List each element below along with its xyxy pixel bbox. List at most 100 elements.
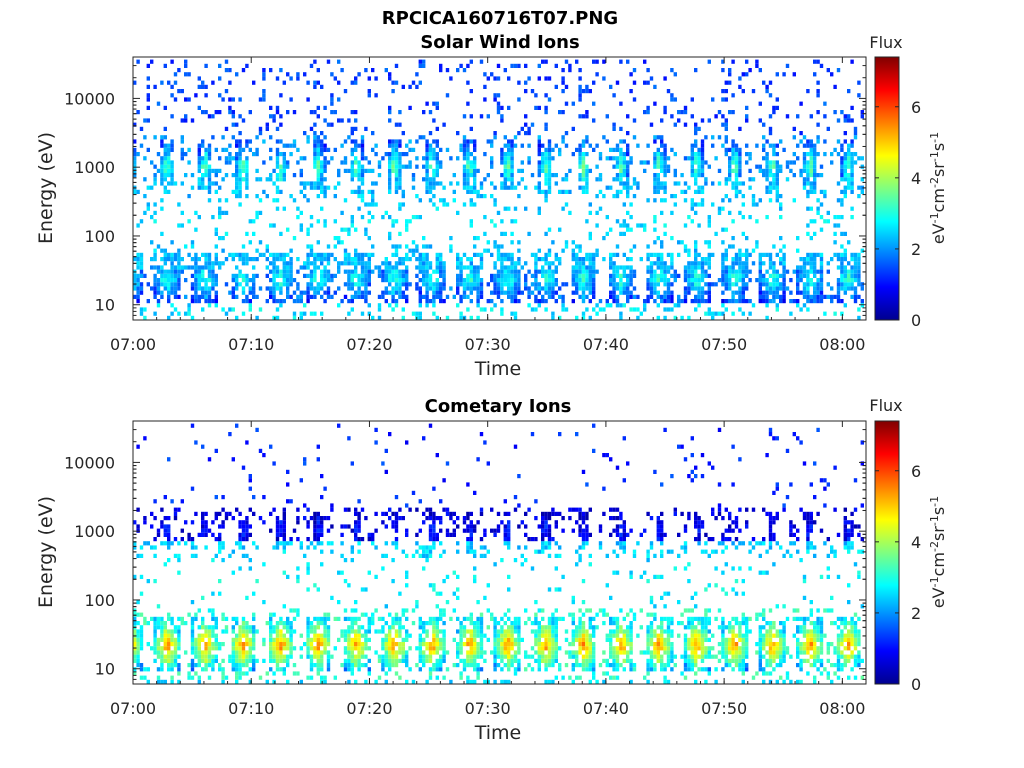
heat-cell <box>371 315 375 320</box>
heat-cell <box>170 269 174 274</box>
heat-cell <box>493 93 497 98</box>
heat-cell <box>700 273 705 278</box>
heat-cell <box>731 236 735 241</box>
heat-cell <box>150 215 154 220</box>
heat-cell <box>156 625 161 630</box>
heat-cell <box>326 642 331 647</box>
heat-cell <box>717 206 722 211</box>
heat-cell <box>337 173 341 178</box>
heat-cell <box>360 261 365 266</box>
heat-cell <box>309 248 314 253</box>
heat-cell <box>405 637 409 642</box>
heat-cell <box>374 143 378 148</box>
heat-cell <box>415 604 419 609</box>
heat-cell <box>768 185 773 190</box>
heat-cell <box>173 516 178 521</box>
heat-cell <box>357 537 361 542</box>
heat-cell <box>299 173 303 178</box>
heat-cell <box>432 299 436 304</box>
heat-cell <box>207 261 212 266</box>
heat-cell <box>197 294 201 299</box>
heat-cell <box>541 59 545 64</box>
heat-cell <box>428 189 433 194</box>
heat-cell <box>779 194 783 199</box>
heat-cell <box>653 139 657 144</box>
heat-cell <box>462 143 467 148</box>
heat-cell <box>524 286 528 291</box>
heat-cell <box>262 642 266 647</box>
heat-cell <box>439 286 443 291</box>
heat-cell <box>782 278 786 283</box>
heat-cell <box>513 185 518 190</box>
heat-cell <box>626 194 630 199</box>
heat-cell <box>411 240 416 245</box>
heat-cell <box>241 147 246 152</box>
heat-cell <box>724 265 728 270</box>
heat-cell <box>170 240 174 245</box>
heat-cell <box>194 299 198 304</box>
heat-cell <box>170 629 174 634</box>
heat-cell <box>218 76 222 81</box>
heat-cell <box>275 206 280 211</box>
heat-cell <box>248 139 252 144</box>
heat-cell <box>394 122 399 127</box>
heat-cell <box>469 202 473 207</box>
heat-cell <box>405 273 409 278</box>
heat-cell <box>816 135 820 140</box>
heat-cell <box>320 286 324 291</box>
heat-cell <box>585 286 589 291</box>
panel-solar-wind-ions: Solar Wind Ions 07:00 07:10 07:20 07:30 07:4… <box>35 32 948 380</box>
heat-cell <box>768 131 773 136</box>
heat-cell <box>425 168 429 173</box>
heat-cell <box>578 278 582 283</box>
heat-cell <box>286 541 290 546</box>
heat-cell <box>666 290 671 295</box>
heat-cell <box>796 273 800 278</box>
heat-cell <box>265 671 269 676</box>
heat-cell <box>585 265 589 270</box>
heat-cell <box>340 160 344 165</box>
heat-cell <box>170 679 174 684</box>
heat-cell <box>286 642 290 647</box>
heat-cell <box>289 625 293 630</box>
heat-cell <box>309 541 314 546</box>
heat-cell <box>578 68 582 73</box>
heat-cell <box>204 257 208 262</box>
heat-cell <box>218 545 222 550</box>
heat-cell <box>136 265 140 270</box>
heat-cell <box>177 202 181 207</box>
heat-cell <box>272 612 276 617</box>
heat-cell <box>731 185 735 190</box>
heat-cell <box>779 236 783 241</box>
heat-cell <box>289 269 293 274</box>
heat-cell <box>500 147 504 152</box>
heat-cell <box>201 252 205 257</box>
heat-cell <box>408 257 412 262</box>
heat-cell <box>347 252 351 257</box>
heat-cell <box>602 194 606 199</box>
heat-cell <box>418 215 422 220</box>
heat-cell <box>343 252 348 257</box>
heat-cell <box>177 671 181 676</box>
heat-cell <box>201 637 205 642</box>
heat-cell <box>160 173 164 178</box>
heat-cell <box>238 156 242 161</box>
heat-cell <box>146 579 150 584</box>
heat-cell <box>541 168 545 173</box>
heat-cell <box>415 286 419 291</box>
heat-cell <box>809 152 813 157</box>
heat-cell <box>816 282 820 287</box>
heat-cell <box>394 671 399 676</box>
heat-cell <box>843 185 847 190</box>
heat-cell <box>160 520 164 525</box>
heat-cell <box>286 499 290 504</box>
heat-cell <box>687 248 691 253</box>
heat-cell <box>374 440 378 445</box>
heat-cell <box>799 269 803 274</box>
heat-cell <box>143 210 147 215</box>
heat-cell <box>840 110 844 115</box>
heat-cell <box>184 63 188 68</box>
heat-cell <box>214 299 218 304</box>
heat-cell <box>258 210 263 215</box>
heat-cell <box>354 633 358 638</box>
